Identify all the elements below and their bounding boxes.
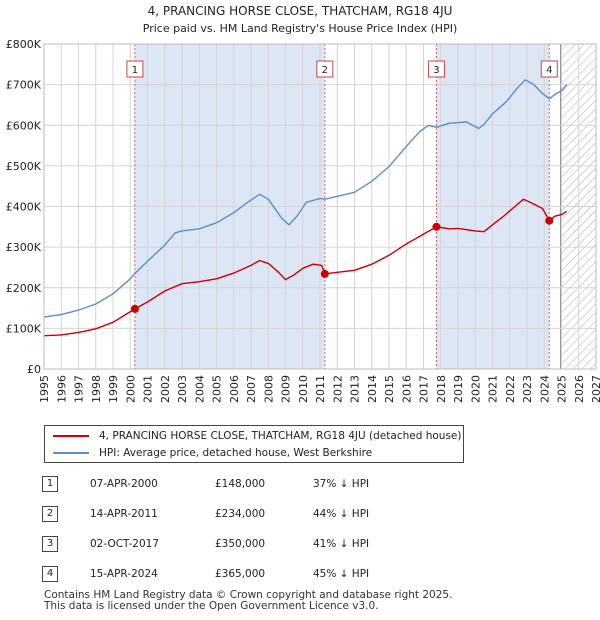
- x-tick-label: 2016: [400, 375, 413, 403]
- legend-label-hpi: HPI: Average price, detached house, West…: [99, 447, 373, 459]
- x-tick-label: 1996: [55, 375, 68, 403]
- x-tick-label: 2026: [573, 375, 586, 403]
- x-tick-label: 2017: [418, 375, 431, 403]
- x-tick-label: 2018: [435, 375, 448, 403]
- x-tick-label: 2009: [280, 375, 293, 403]
- sale-hpi-diff: 37% ↓ HPI: [313, 478, 370, 490]
- x-tick-label: 2024: [538, 375, 551, 403]
- sale-date: 02-OCT-2017: [90, 538, 159, 550]
- x-tick-label: 2020: [469, 375, 482, 403]
- y-tick-label: £500K: [6, 160, 42, 173]
- sale-price: £350,000: [215, 538, 266, 550]
- sale-marker-label: 3: [433, 65, 439, 76]
- sale-marker-box: [126, 60, 144, 78]
- y-tick-label: £100K: [6, 322, 42, 335]
- footer-copyright: Contains HM Land Registry data © Crown c…: [44, 589, 453, 601]
- sale-number: 2: [42, 506, 58, 522]
- y-tick-label: £200K: [6, 282, 42, 295]
- sale-point: [320, 269, 329, 278]
- sale-marker-box: [316, 60, 334, 78]
- sale-row: 4 15-APR-2024 £365,000 45% ↓ HPI: [0, 565, 600, 585]
- x-tick-label: 2027: [590, 375, 600, 403]
- legend-label-property: 4, PRANCING HORSE CLOSE, THATCHAM, RG18 …: [99, 430, 462, 442]
- x-tick-label: 2012: [331, 375, 344, 403]
- x-tick-label: 2007: [245, 375, 258, 403]
- legend: 4, PRANCING HORSE CLOSE, THATCHAM, RG18 …: [44, 425, 464, 463]
- x-tick-label: 2013: [349, 375, 362, 403]
- sale-marker-label: 1: [132, 65, 138, 76]
- x-tick-label: 2002: [159, 375, 172, 403]
- sale-marker-box: [427, 60, 445, 78]
- chart-title: 4, PRANCING HORSE CLOSE, THATCHAM, RG18 …: [148, 4, 453, 18]
- sale-row: 2 14-APR-2011 £234,000 44% ↓ HPI: [0, 505, 600, 525]
- sale-number: 4: [42, 566, 58, 582]
- sale-row: 1 07-APR-2000 £148,000 37% ↓ HPI: [0, 475, 600, 495]
- sale-date: 14-APR-2011: [90, 508, 158, 520]
- x-tick-label: 2021: [487, 375, 500, 403]
- y-tick-label: £600K: [6, 119, 42, 132]
- legend-swatch-hpi: [53, 452, 89, 454]
- x-tick-label: 2008: [262, 375, 275, 403]
- x-tick-label: 2025: [556, 375, 569, 403]
- sale-point: [432, 222, 441, 231]
- sale-row: 3 02-OCT-2017 £350,000 41% ↓ HPI: [0, 535, 600, 555]
- x-tick-label: 2022: [504, 375, 517, 403]
- x-tick-label: 2000: [124, 375, 137, 403]
- y-tick-label: £800K: [6, 38, 42, 51]
- x-tick-label: 2023: [521, 375, 534, 403]
- x-tick-label: 2014: [366, 375, 379, 403]
- y-tick-label: £300K: [6, 241, 42, 254]
- x-tick-label: 1998: [90, 375, 103, 403]
- price-chart: 4, PRANCING HORSE CLOSE, THATCHAM, RG18 …: [6, 4, 600, 403]
- property-price-line: [43, 198, 568, 337]
- x-tick-label: 2010: [297, 375, 310, 403]
- x-tick-label: 2003: [176, 375, 189, 403]
- plot-frame: [43, 43, 597, 370]
- sale-hpi-diff: 45% ↓ HPI: [313, 568, 370, 580]
- y-tick-label: £0: [27, 363, 41, 376]
- x-tick-label: 2004: [193, 375, 206, 403]
- legend-item-hpi: HPI: Average price, detached house, West…: [53, 445, 372, 461]
- sale-marker-label: 4: [546, 65, 552, 76]
- x-tick-label: 2015: [383, 375, 396, 403]
- x-tick-label: 2006: [228, 375, 241, 403]
- x-tick-label: 2011: [314, 375, 327, 403]
- sale-point: [545, 216, 554, 225]
- legend-item-property: 4, PRANCING HORSE CLOSE, THATCHAM, RG18 …: [53, 428, 461, 444]
- sale-hpi-diff: 41% ↓ HPI: [313, 538, 370, 550]
- sale-number: 1: [42, 476, 58, 492]
- y-tick-label: £400K: [6, 201, 42, 214]
- x-tick-label: 1997: [73, 375, 86, 403]
- sale-point: [130, 304, 139, 313]
- sale-price: £148,000: [215, 478, 266, 490]
- x-tick-label: 2005: [211, 375, 224, 403]
- y-tick-label: £700K: [6, 79, 42, 92]
- x-tick-label: 1995: [38, 375, 51, 403]
- sale-marker-box: [540, 60, 558, 78]
- sale-price: £365,000: [215, 568, 266, 580]
- sale-price: £234,000: [215, 508, 266, 520]
- sale-marker-label: 2: [322, 65, 328, 76]
- hpi-line: [43, 79, 568, 318]
- x-tick-label: 2019: [452, 375, 465, 403]
- chart-subtitle: Price paid vs. HM Land Registry's House …: [143, 22, 458, 35]
- x-tick-label: 2001: [142, 375, 155, 403]
- legend-swatch-property: [53, 435, 89, 437]
- footer-licence: This data is licensed under the Open Gov…: [44, 600, 379, 612]
- sale-number: 3: [42, 536, 58, 552]
- x-tick-label: 1999: [107, 375, 120, 403]
- sale-hpi-diff: 44% ↓ HPI: [313, 508, 370, 520]
- sale-date: 15-APR-2024: [90, 568, 158, 580]
- sale-date: 07-APR-2000: [90, 478, 158, 490]
- footer: Contains HM Land Registry data © Crown c…: [44, 590, 452, 612]
